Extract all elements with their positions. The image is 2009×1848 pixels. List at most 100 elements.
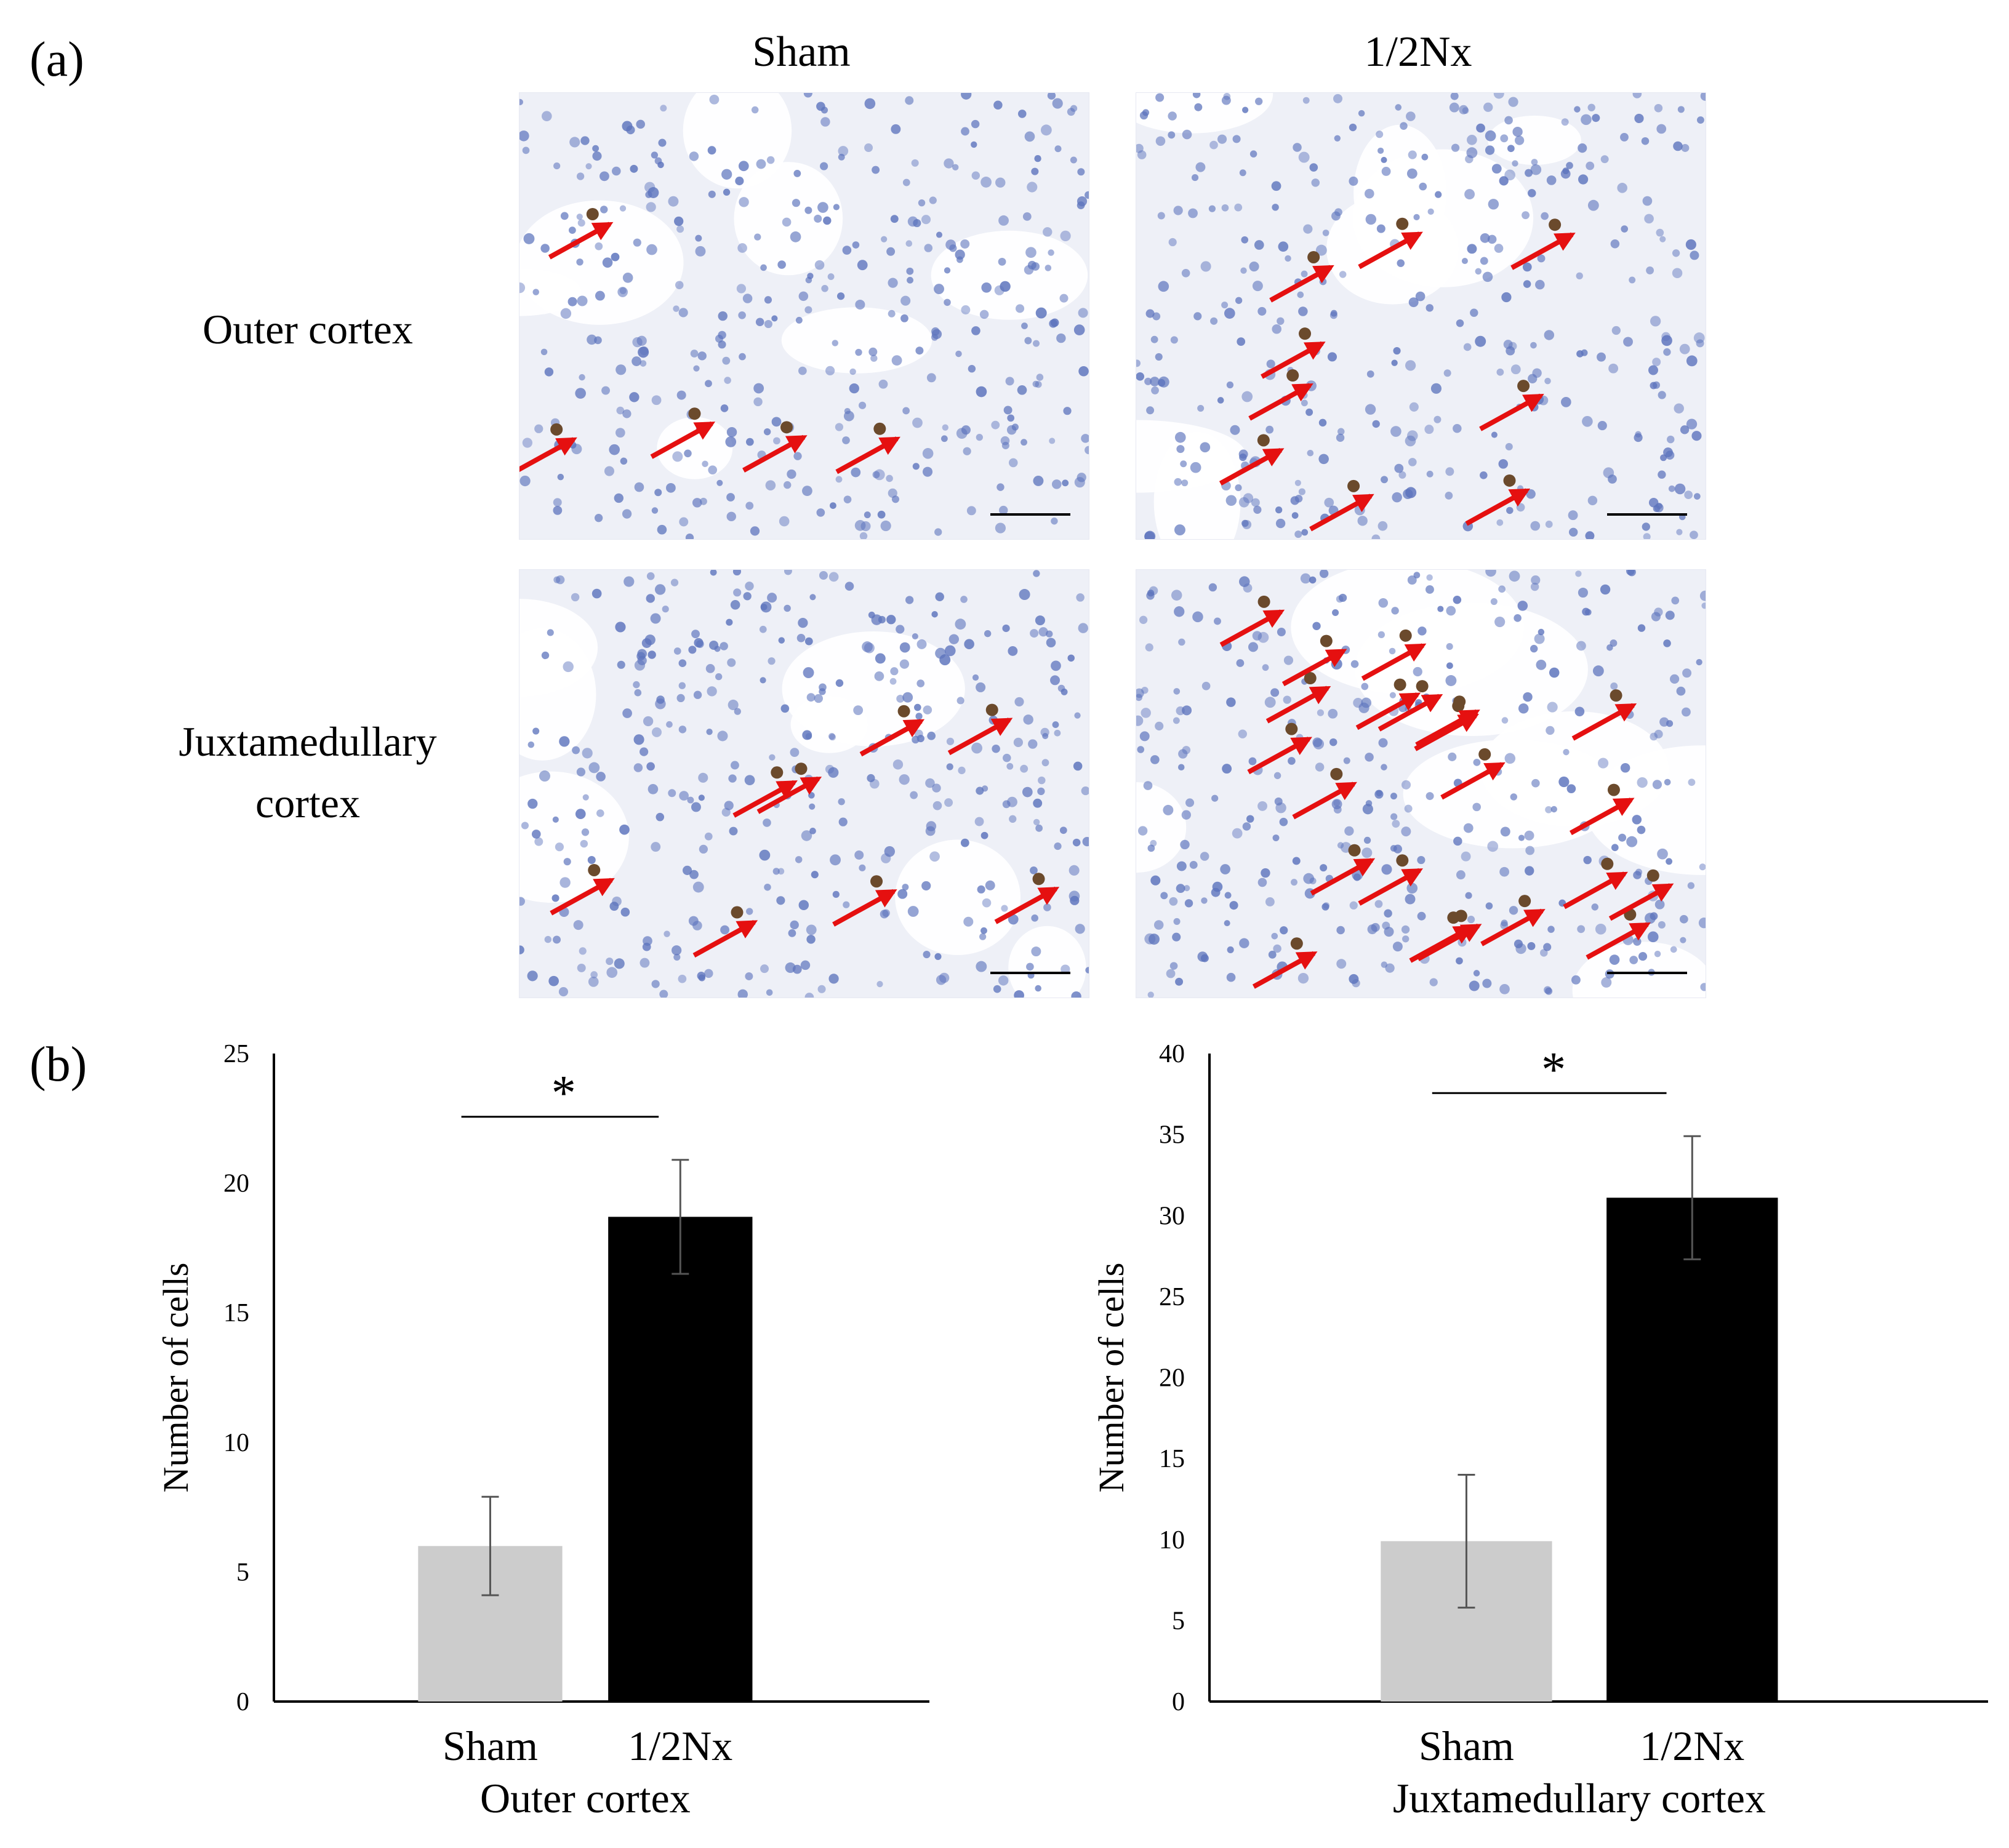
nucleus bbox=[1398, 471, 1406, 479]
nucleus bbox=[1600, 155, 1609, 164]
x-category-label: Sham bbox=[443, 1722, 538, 1769]
nucleus bbox=[1332, 609, 1339, 616]
nucleus bbox=[1049, 319, 1057, 328]
nucleus bbox=[1413, 214, 1420, 220]
nucleus bbox=[1405, 360, 1416, 371]
nucleus bbox=[579, 374, 585, 381]
nucleus bbox=[1395, 104, 1402, 111]
nucleus bbox=[1608, 363, 1619, 374]
nucleus bbox=[1658, 470, 1666, 479]
nucleus bbox=[1366, 370, 1374, 378]
nucleus bbox=[1667, 435, 1675, 444]
nucleus bbox=[1056, 333, 1066, 343]
positive-nucleus bbox=[550, 423, 563, 436]
nucleus bbox=[1275, 518, 1286, 529]
nucleus bbox=[1475, 335, 1486, 347]
nucleus bbox=[1272, 204, 1279, 211]
nucleus bbox=[888, 310, 896, 318]
nucleus bbox=[622, 409, 632, 418]
nucleus bbox=[1023, 714, 1033, 725]
nucleus bbox=[1037, 787, 1045, 796]
nucleus bbox=[726, 618, 733, 626]
nucleus bbox=[1229, 901, 1238, 910]
nucleus bbox=[1031, 914, 1038, 922]
positive-nucleus bbox=[1257, 595, 1270, 608]
nucleus bbox=[1459, 105, 1469, 114]
nucleus bbox=[1272, 324, 1281, 334]
nucleus bbox=[1632, 93, 1642, 98]
nucleus bbox=[1595, 923, 1606, 935]
nucleus bbox=[1008, 458, 1018, 468]
nucleus bbox=[1620, 133, 1629, 142]
nucleus bbox=[689, 870, 699, 879]
nucleus bbox=[814, 260, 825, 270]
nucleus bbox=[1392, 942, 1403, 952]
red-arrow bbox=[1248, 383, 1313, 421]
nucleus bbox=[522, 146, 530, 154]
nucleus bbox=[1273, 944, 1281, 953]
nucleus bbox=[560, 212, 569, 220]
nucleus bbox=[1592, 114, 1600, 122]
nucleus bbox=[1294, 495, 1303, 503]
nucleus bbox=[553, 162, 561, 170]
nucleus bbox=[931, 329, 942, 340]
nucleus bbox=[676, 694, 685, 703]
nucleus bbox=[803, 667, 814, 678]
nucleus bbox=[725, 436, 737, 447]
row-header-line: Outer cortex bbox=[203, 306, 413, 353]
nucleus bbox=[1404, 804, 1413, 813]
nucleus bbox=[689, 151, 699, 161]
nucleus bbox=[724, 801, 734, 810]
nucleus bbox=[1317, 709, 1324, 716]
nucleus bbox=[802, 730, 812, 740]
nucleus bbox=[576, 172, 585, 180]
nucleus bbox=[1487, 234, 1497, 244]
nucleus bbox=[1049, 438, 1056, 444]
nucleus bbox=[1312, 622, 1321, 630]
nucleus bbox=[1531, 159, 1538, 166]
nucleus bbox=[979, 310, 989, 319]
nucleus bbox=[673, 305, 680, 312]
nucleus bbox=[1293, 143, 1302, 152]
nucleus bbox=[1285, 255, 1291, 262]
nucleus bbox=[1610, 682, 1618, 690]
nucleus bbox=[1349, 901, 1358, 910]
nucleus bbox=[1378, 598, 1389, 608]
nucleus bbox=[1150, 335, 1158, 343]
nucleus bbox=[668, 196, 679, 207]
y-tick-label: 35 bbox=[1159, 1121, 1185, 1150]
nucleus bbox=[1136, 143, 1144, 153]
nucleus bbox=[1390, 793, 1397, 800]
nucleus bbox=[1482, 271, 1493, 282]
nucleus bbox=[1664, 778, 1671, 786]
nucleus bbox=[1000, 436, 1010, 446]
nucleus bbox=[1082, 837, 1089, 847]
nucleus bbox=[1652, 780, 1662, 790]
x-category-label: Sham bbox=[1419, 1722, 1514, 1769]
nucleus bbox=[1339, 593, 1347, 602]
nucleus bbox=[1008, 914, 1019, 925]
nucleus bbox=[1508, 97, 1518, 107]
nucleus bbox=[905, 96, 914, 105]
nucleus bbox=[1586, 161, 1595, 170]
nucleus bbox=[692, 881, 704, 893]
nucleus bbox=[559, 877, 571, 888]
nucleus bbox=[674, 216, 684, 226]
nucleus bbox=[1546, 726, 1555, 735]
nucleus bbox=[859, 532, 868, 539]
nucleus bbox=[1525, 866, 1534, 876]
red-arrow bbox=[1265, 686, 1331, 724]
nucleus bbox=[695, 234, 702, 242]
nucleus bbox=[1011, 423, 1019, 431]
nucleus bbox=[1506, 346, 1515, 356]
nucleus bbox=[731, 761, 739, 770]
nucleus bbox=[1336, 926, 1345, 935]
nucleus bbox=[1311, 178, 1320, 187]
nucleus bbox=[596, 772, 606, 782]
nucleus bbox=[1048, 249, 1054, 256]
nucleus bbox=[1151, 386, 1159, 394]
nucleus bbox=[1019, 589, 1030, 601]
nucleus bbox=[640, 360, 647, 367]
nucleus bbox=[1401, 925, 1410, 934]
nucleus bbox=[1674, 403, 1684, 414]
